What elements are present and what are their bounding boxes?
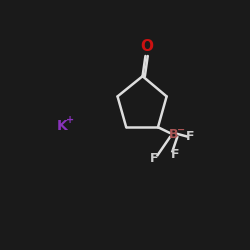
- Text: +: +: [66, 116, 74, 126]
- Text: F: F: [150, 152, 158, 164]
- Text: F: F: [171, 148, 179, 161]
- Text: −: −: [176, 125, 185, 135]
- Text: B: B: [168, 128, 178, 141]
- Text: O: O: [140, 39, 153, 54]
- Text: F: F: [186, 130, 194, 143]
- Text: K: K: [56, 119, 67, 133]
